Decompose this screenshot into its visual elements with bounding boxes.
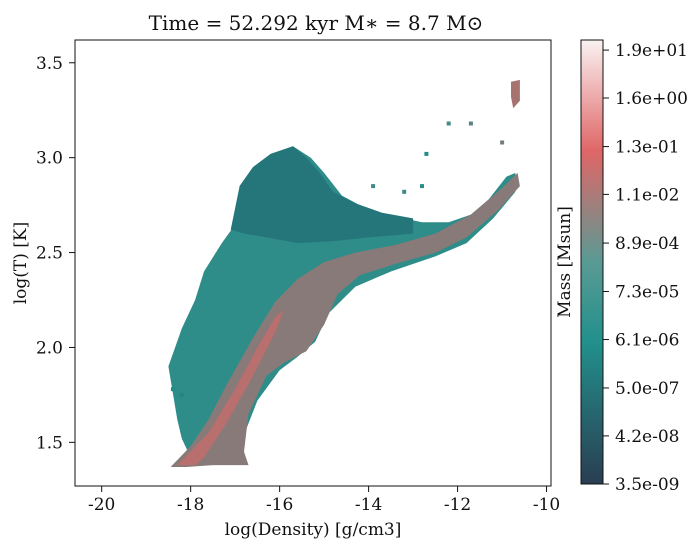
heatmap-cell-6 xyxy=(371,184,376,189)
heatmap-cell-9 xyxy=(179,392,184,397)
heatmap-region-2 xyxy=(230,146,414,244)
plot-area xyxy=(168,79,520,467)
x-tick-label: -18 xyxy=(177,495,204,515)
colorbar-tick-label: 6.1e-06 xyxy=(615,331,679,351)
heatmap-cell-2 xyxy=(468,121,473,126)
y-axis: 1.5 2.0 2.5 3.0 3.5 xyxy=(36,54,75,453)
y-tick-label: 2.0 xyxy=(36,338,63,358)
heatmap-cell-8 xyxy=(170,387,175,392)
colorbar-tick-label: 3.5e-09 xyxy=(615,475,679,495)
y-tick-label: 2.5 xyxy=(36,244,63,264)
heatmap-region-3 xyxy=(170,172,520,467)
colorbar-label: Mass [Msun] xyxy=(555,206,575,318)
y-axis-label: log(T) [K] xyxy=(11,222,31,305)
heatmap-cell-4 xyxy=(424,151,429,156)
heatmap-cell-5 xyxy=(402,189,407,194)
colorbar-tick-label: 1.3e-01 xyxy=(615,138,679,158)
colorbar-tick-label: 8.9e-04 xyxy=(615,234,679,254)
y-tick-label: 3.0 xyxy=(36,149,63,169)
colorbar-tick-label: 1.6e+00 xyxy=(615,89,688,109)
heatmap-cell-3 xyxy=(500,140,505,145)
colorbar-tick-label: 1.1e-02 xyxy=(615,185,679,205)
x-axis: -20 -18 -16 -14 -12 -10 xyxy=(88,486,560,515)
colorbar-tick-label: 4.2e-08 xyxy=(615,427,679,447)
heatmap-cell-7 xyxy=(420,184,424,189)
heatmap-cell-1 xyxy=(446,121,451,126)
x-tick-label: -12 xyxy=(444,495,471,515)
heatmap-region-5 xyxy=(511,79,520,109)
colorbar-tick-label: 1.9e+01 xyxy=(615,41,688,61)
colorbar-ticks: 3.5e-09 4.2e-08 5.0e-07 6.1e-06 7.3e-05 8.9e-… xyxy=(603,41,688,495)
colorbar-tick-label: 7.3e-05 xyxy=(615,282,679,302)
x-tick-label: -10 xyxy=(533,495,560,515)
heatmap-region-4 xyxy=(177,309,285,466)
x-tick-label: -20 xyxy=(88,495,115,515)
colorbar xyxy=(580,39,604,485)
isolated-cells xyxy=(170,121,505,397)
x-tick-label: -14 xyxy=(355,495,382,515)
x-axis-label: log(Density) [g/cm3] xyxy=(225,520,402,540)
x-tick-label: -16 xyxy=(266,495,293,515)
density-regions xyxy=(168,79,520,467)
plot-frame xyxy=(74,39,552,487)
y-tick-label: 3.5 xyxy=(36,54,63,74)
y-tick-label: 1.5 xyxy=(36,433,63,453)
chart-title: Time = 52.292 kyr M∗ = 8.7 M⊙ xyxy=(149,11,484,35)
colorbar-tick-label: 5.0e-07 xyxy=(615,379,679,399)
